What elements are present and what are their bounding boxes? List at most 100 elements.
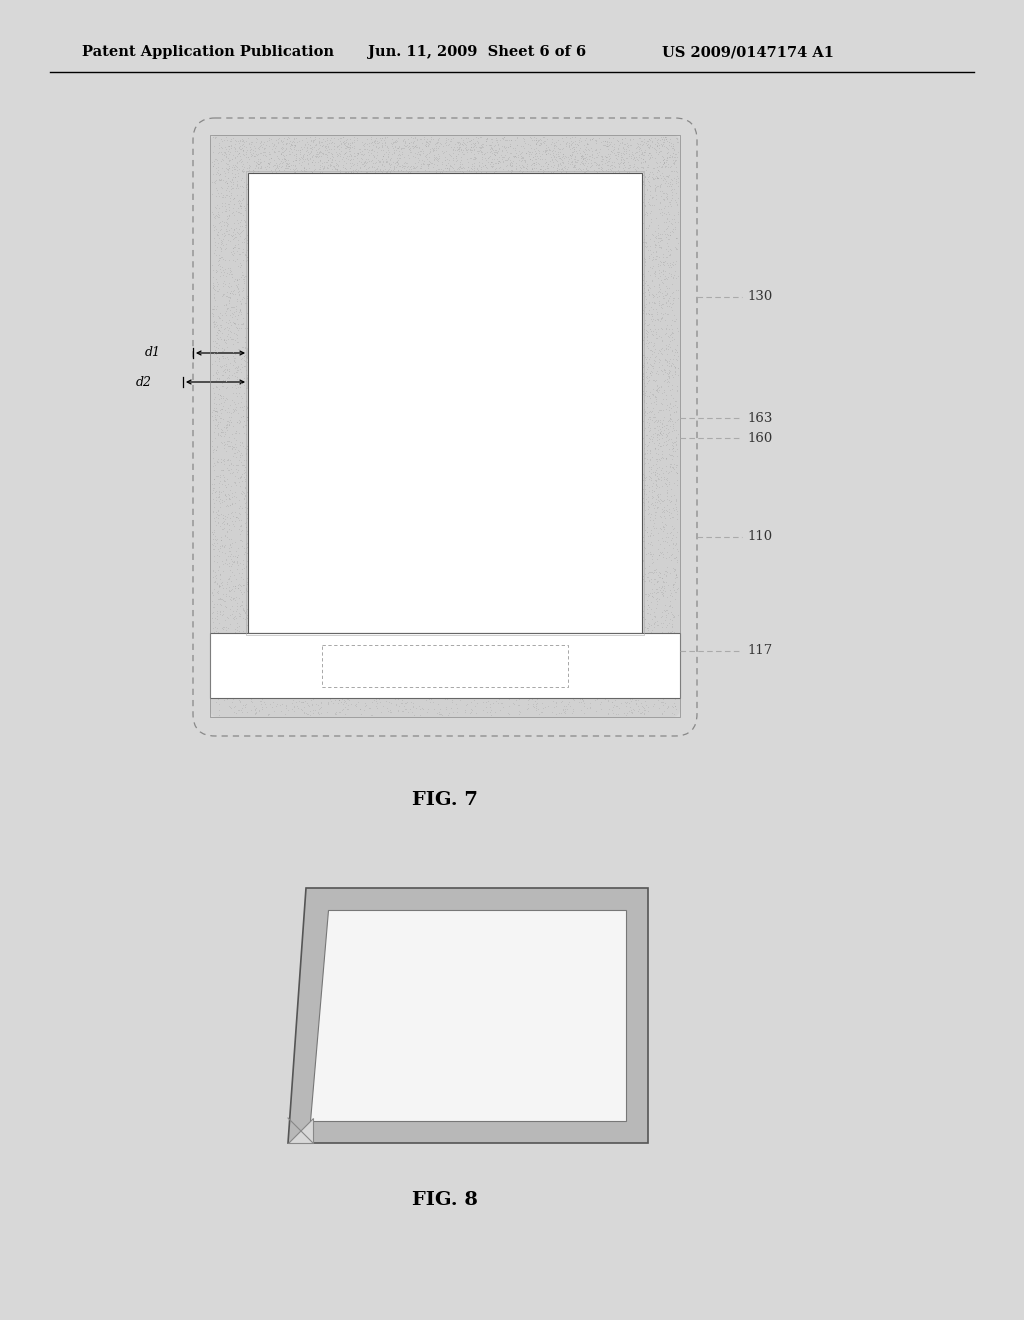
Point [665, 574, 681, 595]
Point [262, 676, 279, 697]
Point [667, 581, 683, 602]
Point [641, 281, 657, 302]
Point [342, 149, 358, 170]
Point [205, 277, 221, 298]
Point [344, 676, 360, 697]
Point [537, 697, 553, 718]
Point [666, 153, 682, 174]
Point [288, 148, 304, 169]
Point [651, 639, 668, 660]
Point [507, 145, 523, 166]
Point [641, 414, 657, 436]
Point [643, 201, 659, 222]
Point [594, 131, 610, 152]
Point [215, 470, 231, 491]
Point [222, 282, 239, 304]
Point [656, 169, 673, 190]
Point [640, 166, 656, 187]
Point [651, 672, 668, 693]
Point [653, 704, 670, 725]
Point [223, 669, 240, 690]
Point [635, 644, 651, 665]
Point [282, 137, 298, 158]
Point [273, 132, 290, 153]
Point [356, 692, 373, 713]
Point [466, 157, 482, 178]
Point [616, 154, 633, 176]
Point [223, 453, 240, 474]
Point [227, 422, 244, 444]
Point [665, 524, 681, 545]
Point [636, 704, 652, 725]
Point [242, 678, 258, 700]
Point [410, 161, 426, 182]
Point [631, 144, 647, 165]
Point [341, 140, 357, 161]
Point [219, 553, 236, 574]
Point [529, 689, 546, 710]
Point [668, 630, 684, 651]
Point [516, 671, 532, 692]
Point [217, 553, 233, 574]
Point [418, 135, 434, 156]
Point [257, 157, 273, 178]
Point [367, 140, 383, 161]
Point [212, 421, 228, 442]
Point [648, 388, 665, 409]
Point [652, 566, 669, 587]
Point [655, 546, 672, 568]
Point [208, 261, 224, 282]
Point [485, 692, 502, 713]
Point [222, 612, 239, 634]
Point [208, 632, 224, 653]
Point [404, 127, 421, 148]
Point [613, 132, 630, 153]
Point [528, 150, 545, 172]
Point [665, 214, 681, 235]
Point [216, 329, 232, 350]
Point [663, 190, 679, 211]
Point [486, 682, 503, 704]
Point [669, 380, 685, 401]
Point [488, 132, 505, 153]
Point [410, 148, 426, 169]
Point [646, 502, 663, 523]
Point [477, 149, 494, 170]
Point [490, 139, 507, 160]
Point [284, 673, 300, 694]
Point [206, 492, 222, 513]
Point [218, 144, 234, 165]
Point [210, 411, 226, 432]
Point [645, 655, 662, 676]
Point [234, 161, 251, 182]
Point [653, 294, 670, 315]
Point [654, 512, 671, 533]
Point [407, 127, 423, 148]
Point [642, 148, 658, 169]
Point [651, 421, 668, 442]
Point [372, 160, 388, 181]
Point [567, 147, 584, 168]
Point [666, 267, 682, 288]
Point [467, 135, 483, 156]
Point [386, 141, 402, 162]
Point [540, 696, 556, 717]
Point [341, 672, 357, 693]
Point [664, 516, 680, 537]
Point [219, 627, 236, 648]
Point [573, 673, 590, 694]
Point [670, 132, 686, 153]
Point [650, 364, 667, 385]
Point [652, 236, 669, 257]
Point [211, 249, 227, 271]
Point [208, 400, 224, 421]
Point [603, 157, 620, 178]
Point [452, 150, 468, 172]
Point [636, 506, 652, 527]
Point [642, 634, 658, 655]
Point [649, 429, 666, 450]
Point [309, 684, 326, 705]
Point [227, 323, 244, 345]
Point [462, 129, 478, 150]
Point [511, 140, 527, 161]
